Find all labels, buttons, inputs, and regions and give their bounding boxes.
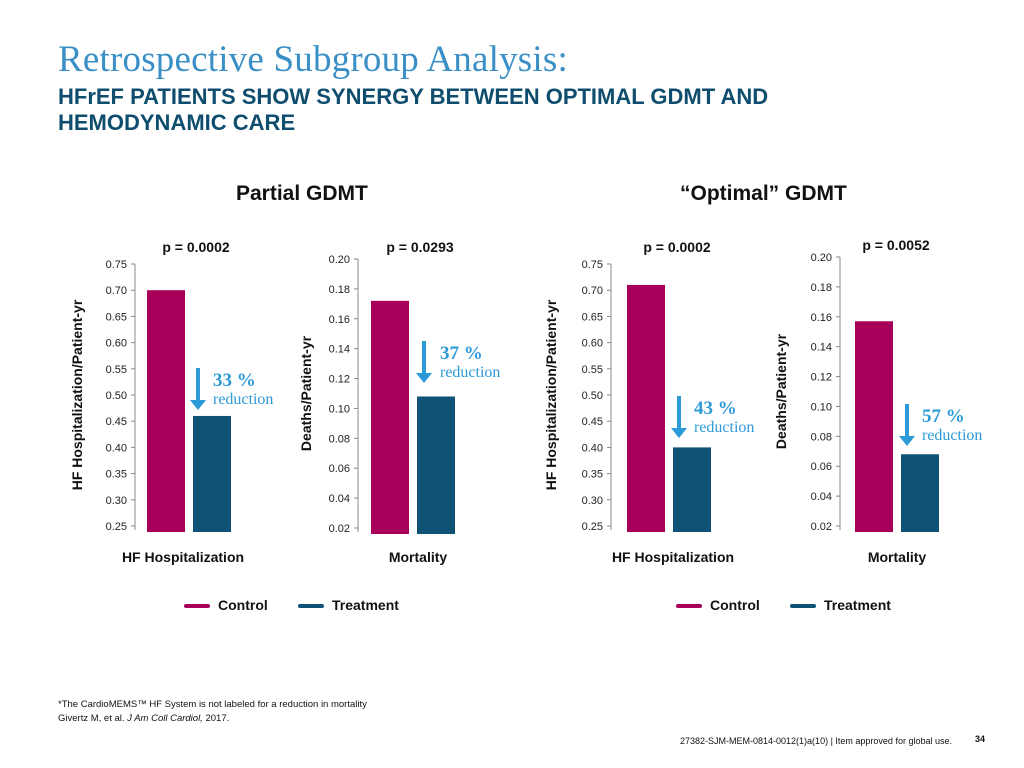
- p-value-label: p = 0.0293: [386, 239, 454, 255]
- x-axis-label: HF Hospitalization: [122, 549, 244, 565]
- y-tick-label: 0.70: [106, 285, 127, 297]
- y-tick-label: 0.14: [811, 342, 832, 354]
- y-tick-label: 0.16: [811, 312, 832, 324]
- legend-label-control: Control: [218, 597, 268, 613]
- y-tick-label: 0.08: [811, 431, 832, 443]
- legend-swatch-control: [676, 604, 702, 608]
- bar-treatment: [193, 415, 231, 532]
- down-arrow-head-icon: [671, 428, 687, 438]
- y-tick-label: 0.40: [106, 442, 127, 454]
- x-axis-label: Mortality: [389, 549, 448, 565]
- reduction-percent: 37 %: [440, 343, 483, 364]
- x-axis-label: HF Hospitalization: [612, 549, 734, 565]
- legend-swatch-control: [184, 604, 210, 608]
- group-title-optimal-gdmt: “Optimal” GDMT: [680, 182, 847, 205]
- legend-label-control: Control: [710, 597, 760, 613]
- citation-year: 2017.: [202, 713, 230, 724]
- y-axis-title: Deaths/Patient-yr: [773, 333, 789, 449]
- y-tick-label: 0.16: [329, 314, 350, 326]
- down-arrow-head-icon: [190, 400, 206, 410]
- legend-label-treatment: Treatment: [824, 597, 891, 613]
- legend-swatch-treatment: [298, 604, 324, 608]
- p-value-label: p = 0.0002: [643, 239, 711, 255]
- y-tick-label: 0.65: [106, 311, 127, 323]
- y-tick-label: 0.06: [329, 463, 350, 475]
- x-axis-label: Mortality: [868, 549, 927, 565]
- y-tick-label: 0.18: [329, 284, 350, 296]
- y-tick-label: 0.35: [582, 469, 603, 481]
- y-tick-label: 0.75: [106, 259, 127, 271]
- y-tick-label: 0.70: [582, 285, 603, 297]
- y-tick-label: 0.55: [106, 364, 127, 376]
- slide-title: Retrospective Subgroup Analysis:: [58, 39, 568, 80]
- footnote-citation: Givertz M, et al. J Am Coll Cardiol, 201…: [58, 712, 367, 726]
- y-axis-title: Deaths/Patient-yr: [298, 335, 314, 451]
- p-value-label: p = 0.0052: [862, 237, 930, 253]
- bar-treatment: [417, 396, 455, 534]
- y-tick-label: 0.25: [106, 521, 127, 533]
- reduction-percent: 43 %: [694, 398, 737, 419]
- y-tick-label: 0.45: [582, 416, 603, 428]
- footer-code: 27382-SJM-MEM-0814-0012(1)a(10) | Item a…: [680, 736, 952, 746]
- reduction-percent: 33 %: [213, 370, 256, 391]
- y-tick-label: 0.04: [329, 493, 350, 505]
- y-tick-label: 0.50: [106, 390, 127, 402]
- y-tick-label: 0.10: [329, 403, 350, 415]
- bar-control: [147, 290, 185, 532]
- y-tick-label: 0.25: [582, 521, 603, 533]
- footnote-disclaimer: *The CardioMEMS™ HF System is not labele…: [58, 699, 367, 710]
- reduction-percent: 57 %: [922, 406, 965, 427]
- y-tick-label: 0.75: [582, 259, 603, 271]
- legend-label-treatment: Treatment: [332, 597, 399, 613]
- y-tick-label: 0.06: [811, 461, 832, 473]
- y-tick-label: 0.65: [582, 311, 603, 323]
- bar-control: [627, 284, 665, 532]
- y-tick-label: 0.12: [811, 372, 832, 384]
- legend-swatch-treatment: [790, 604, 816, 608]
- y-tick-label: 0.20: [811, 252, 832, 264]
- y-tick-label: 0.60: [106, 338, 127, 350]
- reduction-word: reduction: [922, 427, 982, 444]
- y-tick-label: 0.30: [106, 495, 127, 507]
- y-tick-label: 0.45: [106, 416, 127, 428]
- y-tick-label: 0.02: [811, 521, 832, 533]
- footnote: *The CardioMEMS™ HF System is not labele…: [58, 698, 367, 726]
- y-tick-label: 0.08: [329, 433, 350, 445]
- y-axis-title: HF Hospitalization/Patient-yr: [543, 299, 559, 490]
- y-tick-label: 0.10: [811, 401, 832, 413]
- y-tick-label: 0.04: [811, 491, 832, 503]
- y-tick-label: 0.18: [811, 282, 832, 294]
- bar-treatment: [673, 447, 711, 532]
- bar-control: [855, 321, 893, 532]
- y-tick-label: 0.40: [582, 442, 603, 454]
- page-number: 34: [975, 734, 986, 744]
- citation-authors: Givertz M, et al.: [58, 713, 128, 724]
- reduction-word: reduction: [440, 364, 500, 381]
- citation-journal: J Am Coll Cardiol,: [127, 713, 203, 724]
- y-tick-label: 0.35: [106, 469, 127, 481]
- y-tick-label: 0.12: [329, 374, 350, 386]
- bar-control: [371, 300, 409, 534]
- y-tick-label: 0.30: [582, 495, 603, 507]
- y-tick-label: 0.02: [329, 523, 350, 535]
- reduction-word: reduction: [213, 391, 273, 408]
- y-axis-title: HF Hospitalization/Patient-yr: [69, 299, 85, 490]
- y-tick-label: 0.20: [329, 254, 350, 266]
- y-tick-label: 0.14: [329, 344, 350, 356]
- down-arrow-head-icon: [416, 373, 432, 383]
- slide-subtitle: HFrEF PATIENTS SHOW SYNERGY BETWEEN OPTI…: [58, 84, 769, 135]
- down-arrow-head-icon: [899, 436, 915, 446]
- bar-treatment: [901, 454, 939, 532]
- group-title-partial-gdmt: Partial GDMT: [236, 182, 368, 205]
- y-tick-label: 0.60: [582, 338, 603, 350]
- reduction-word: reduction: [694, 419, 754, 436]
- y-tick-label: 0.50: [582, 390, 603, 402]
- y-tick-label: 0.55: [582, 364, 603, 376]
- p-value-label: p = 0.0002: [162, 239, 230, 255]
